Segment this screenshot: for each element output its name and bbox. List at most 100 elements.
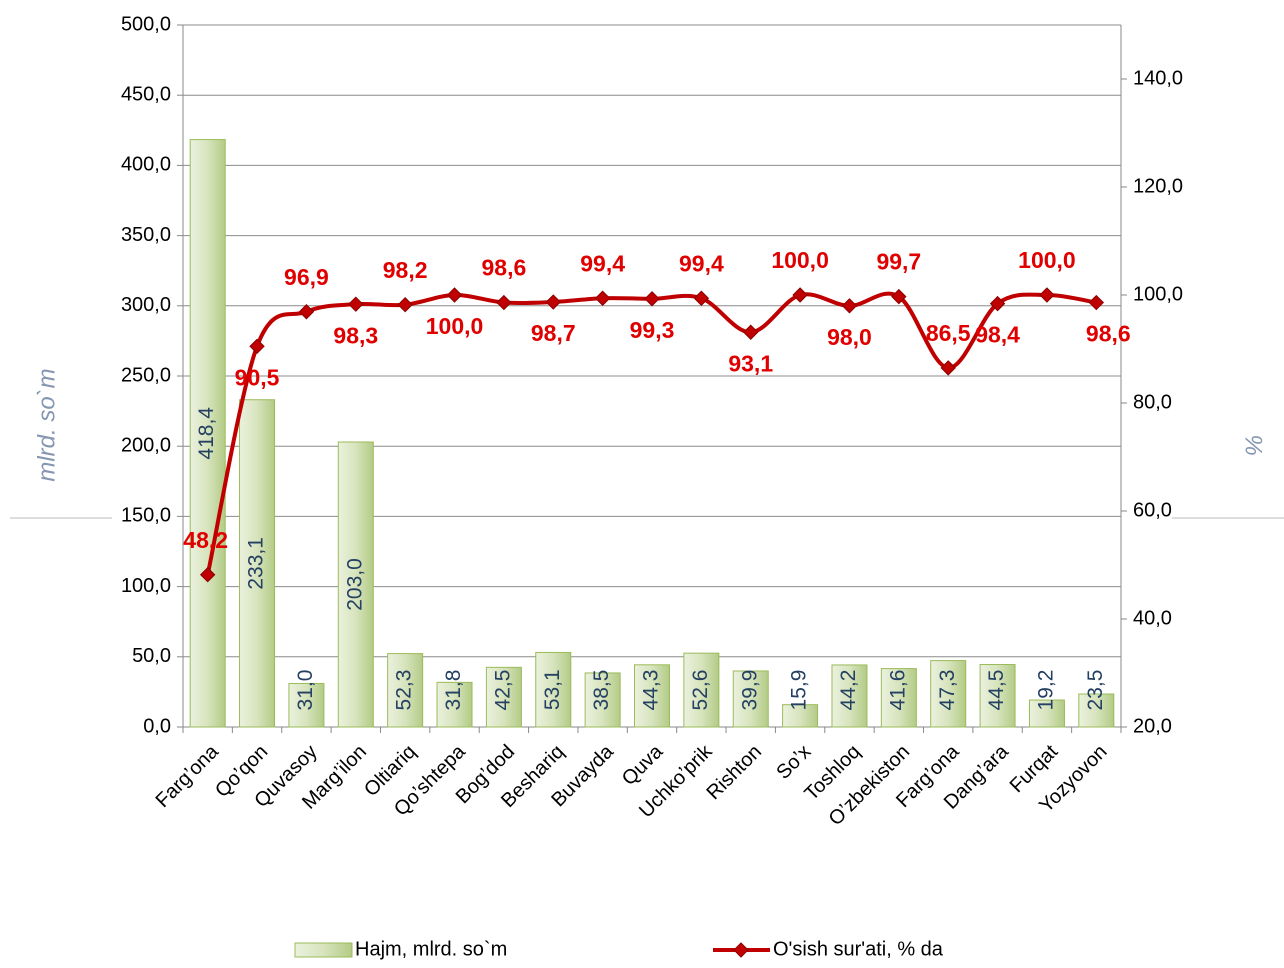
line-value-label: 98,0 bbox=[827, 324, 872, 350]
legend-marker bbox=[733, 942, 749, 958]
x-tick-label: Farg’ona bbox=[152, 740, 224, 812]
line-value-label: 98,3 bbox=[333, 322, 378, 348]
line-marker bbox=[940, 360, 956, 376]
y-tick-label: 500,0 bbox=[121, 13, 171, 35]
y-axis-title: mlrd. so`m bbox=[33, 368, 60, 481]
line-value-label: 48,2 bbox=[183, 527, 228, 553]
line-value-label: 98,2 bbox=[383, 257, 428, 283]
bar bbox=[1028, 699, 1065, 728]
bar-value-label: 23,5 bbox=[1084, 670, 1107, 711]
bar bbox=[584, 672, 621, 728]
bar-value-label: 19,2 bbox=[1034, 670, 1057, 711]
line-marker bbox=[644, 291, 660, 307]
bar-value-label: 38,5 bbox=[590, 670, 613, 711]
line-marker bbox=[1088, 294, 1105, 311]
line-value-label: 96,9 bbox=[284, 264, 329, 290]
bar bbox=[387, 653, 424, 728]
line-marker bbox=[693, 290, 710, 306]
y2-tick-label: 60,0 bbox=[1133, 499, 1172, 521]
line-value-label: 98,6 bbox=[482, 255, 527, 281]
bar-value-label: 44,5 bbox=[985, 670, 1008, 711]
line-value-label: 99,7 bbox=[876, 249, 921, 275]
line-marker bbox=[792, 287, 808, 303]
line-marker bbox=[199, 567, 216, 583]
y2-axis-title: % bbox=[1240, 434, 1267, 455]
line-value-label: 93,1 bbox=[728, 350, 773, 376]
line-value-label: 99,3 bbox=[630, 317, 675, 343]
bar bbox=[239, 399, 276, 728]
line-marker bbox=[989, 295, 1006, 312]
bar-value-label: 41,6 bbox=[886, 670, 909, 711]
y-tick-label: 150,0 bbox=[121, 505, 171, 527]
bar-value-label: 418,4 bbox=[195, 407, 218, 460]
y2-tick-label: 120,0 bbox=[1133, 175, 1183, 197]
y-tick-label: 50,0 bbox=[132, 645, 171, 667]
legend-label: Hajm, mlrd. so`m bbox=[355, 938, 507, 960]
bar-value-label: 31,0 bbox=[294, 670, 317, 711]
bar bbox=[683, 652, 720, 728]
line-marker bbox=[249, 338, 265, 355]
y2-tick-label: 140,0 bbox=[1133, 67, 1183, 89]
y2-tick-label: 40,0 bbox=[1133, 607, 1172, 629]
y-tick-label: 100,0 bbox=[121, 575, 171, 597]
line-marker bbox=[348, 296, 364, 312]
bar-value-label: 44,3 bbox=[640, 670, 663, 711]
bar bbox=[535, 651, 572, 728]
bar bbox=[485, 666, 522, 728]
legend-label: O'sish sur'ati, % da bbox=[773, 938, 944, 960]
line-value-label: 100,0 bbox=[426, 313, 484, 339]
line-value-label: 98,4 bbox=[975, 322, 1020, 348]
bar-value-label: 31,8 bbox=[442, 670, 465, 711]
bar-value-label: 233,1 bbox=[245, 537, 268, 590]
y-tick-label: 250,0 bbox=[121, 364, 171, 386]
bar bbox=[930, 660, 967, 728]
legend-swatch bbox=[294, 942, 353, 958]
y-tick-label: 0,0 bbox=[143, 715, 171, 737]
line-value-label: 90,5 bbox=[235, 364, 280, 390]
y-tick-label: 450,0 bbox=[121, 83, 171, 105]
y2-tick-label: 80,0 bbox=[1133, 391, 1172, 413]
y2-tick-label: 20,0 bbox=[1133, 715, 1172, 737]
bar bbox=[1078, 693, 1115, 728]
bar-value-label: 52,3 bbox=[393, 670, 416, 711]
y-tick-label: 400,0 bbox=[121, 154, 171, 176]
line-value-label: 98,6 bbox=[1086, 321, 1131, 347]
line-marker bbox=[891, 288, 907, 305]
y-tick-label: 350,0 bbox=[121, 224, 171, 246]
bar-value-label: 203,0 bbox=[343, 558, 366, 611]
line-marker bbox=[446, 287, 463, 303]
bar-value-label: 53,1 bbox=[541, 669, 564, 710]
y-tick-label: 300,0 bbox=[121, 294, 171, 316]
bar-value-label: 15,9 bbox=[788, 670, 811, 711]
bar bbox=[732, 670, 769, 728]
line-value-label: 86,5 bbox=[926, 320, 971, 346]
bar-value-label: 47,3 bbox=[936, 670, 959, 711]
x-tick-label: So’x bbox=[772, 741, 815, 784]
line-marker bbox=[496, 294, 512, 311]
line-marker bbox=[298, 304, 315, 320]
bar bbox=[288, 682, 325, 728]
bar bbox=[189, 139, 226, 728]
line-value-label: 99,4 bbox=[580, 250, 625, 276]
bar bbox=[436, 681, 473, 728]
x-tick-label: Rishton bbox=[702, 741, 766, 805]
line-marker bbox=[1039, 287, 1055, 303]
bar bbox=[831, 664, 868, 728]
bar bbox=[782, 704, 819, 728]
bar-value-label: 42,5 bbox=[491, 670, 514, 711]
line-value-label: 98,7 bbox=[531, 320, 576, 346]
bar bbox=[880, 668, 917, 728]
bar-value-label: 52,6 bbox=[689, 670, 712, 711]
line-marker bbox=[545, 294, 561, 310]
bar-value-label: 44,2 bbox=[837, 670, 860, 711]
bar-value-label: 39,9 bbox=[738, 670, 761, 711]
y2-tick-label: 100,0 bbox=[1133, 283, 1183, 305]
line-marker bbox=[594, 290, 611, 306]
bar bbox=[979, 664, 1016, 728]
bar bbox=[337, 441, 374, 728]
line-value-label: 99,4 bbox=[679, 250, 724, 276]
line-marker bbox=[841, 298, 858, 314]
y-tick-label: 200,0 bbox=[121, 434, 171, 456]
bar bbox=[634, 664, 670, 728]
